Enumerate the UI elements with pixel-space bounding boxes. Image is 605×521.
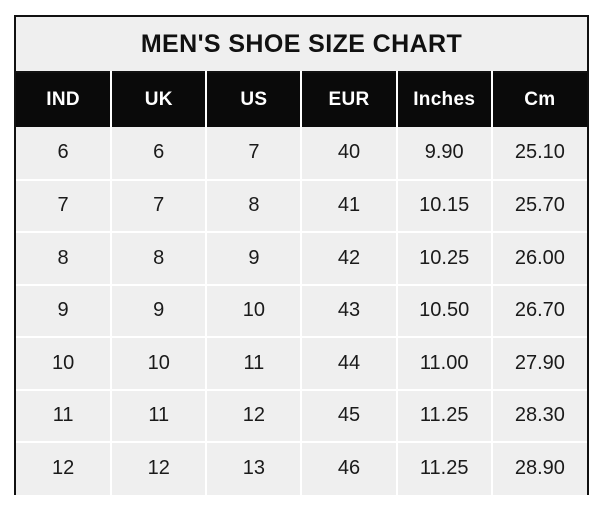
cell-eur: 44 — [301, 336, 398, 390]
column-header-inches: Inches — [396, 71, 493, 127]
cell-us: 9 — [206, 231, 303, 285]
cell-ind: 12 — [16, 441, 113, 495]
cell-eur: 46 — [301, 441, 398, 495]
column-header-uk: UK — [111, 71, 208, 127]
cell-eur: 40 — [301, 127, 398, 180]
cell-cm: 25.10 — [491, 127, 587, 180]
cell-inches: 11.00 — [396, 336, 493, 390]
column-header-ind: IND — [16, 71, 113, 127]
cell-uk: 12 — [111, 441, 208, 495]
table-row: 12 12 13 46 11.25 28.90 — [16, 441, 587, 495]
cell-uk: 8 — [111, 231, 208, 285]
cell-us: 10 — [206, 283, 303, 337]
size-chart-card: MEN'S SHOE SIZE CHART IND UK US EUR Inch… — [14, 15, 589, 495]
cell-eur: 43 — [301, 283, 398, 337]
table-body: 6 6 7 40 9.90 25.10 7 7 8 41 10.15 25.70… — [16, 127, 587, 495]
cell-uk: 10 — [111, 336, 208, 390]
column-header-eur: EUR — [301, 71, 398, 127]
cell-uk: 7 — [111, 178, 208, 232]
size-chart-table: IND UK US EUR Inches Cm 6 6 7 40 9.90 25… — [16, 71, 587, 495]
page-title: MEN'S SHOE SIZE CHART — [16, 17, 587, 71]
cell-eur: 45 — [301, 388, 398, 442]
column-header-cm: Cm — [491, 71, 587, 127]
table-row: 11 11 12 45 11.25 28.30 — [16, 388, 587, 442]
cell-us: 8 — [206, 178, 303, 232]
cell-us: 12 — [206, 388, 303, 442]
cell-inches: 10.15 — [396, 178, 493, 232]
table-row: 6 6 7 40 9.90 25.10 — [16, 127, 587, 180]
cell-inches: 11.25 — [396, 441, 493, 495]
cell-ind: 10 — [16, 336, 113, 390]
cell-uk: 11 — [111, 388, 208, 442]
cell-inches: 10.50 — [396, 283, 493, 337]
cell-uk: 6 — [111, 127, 208, 180]
cell-eur: 42 — [301, 231, 398, 285]
cell-inches: 11.25 — [396, 388, 493, 442]
table-row: 8 8 9 42 10.25 26.00 — [16, 231, 587, 285]
cell-inches: 9.90 — [396, 127, 493, 180]
cell-cm: 26.70 — [491, 283, 587, 337]
table-row: 9 9 10 43 10.50 26.70 — [16, 283, 587, 337]
cell-cm: 28.90 — [491, 441, 587, 495]
cell-ind: 11 — [16, 388, 113, 442]
cell-us: 11 — [206, 336, 303, 390]
cell-cm: 26.00 — [491, 231, 587, 285]
cell-cm: 28.30 — [491, 388, 587, 442]
table-header-row: IND UK US EUR Inches Cm — [16, 71, 587, 127]
cell-uk: 9 — [111, 283, 208, 337]
table-header: IND UK US EUR Inches Cm — [16, 71, 587, 127]
cell-eur: 41 — [301, 178, 398, 232]
column-header-us: US — [206, 71, 303, 127]
cell-us: 7 — [206, 127, 303, 180]
cell-ind: 6 — [16, 127, 113, 180]
cell-ind: 7 — [16, 178, 113, 232]
cell-inches: 10.25 — [396, 231, 493, 285]
table-row: 10 10 11 44 11.00 27.90 — [16, 336, 587, 390]
table-row: 7 7 8 41 10.15 25.70 — [16, 178, 587, 232]
cell-cm: 25.70 — [491, 178, 587, 232]
cell-ind: 8 — [16, 231, 113, 285]
cell-us: 13 — [206, 441, 303, 495]
cell-ind: 9 — [16, 283, 113, 337]
cell-cm: 27.90 — [491, 336, 587, 390]
